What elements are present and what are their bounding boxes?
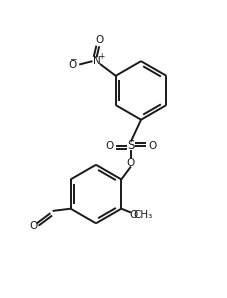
Text: N: N	[92, 56, 100, 66]
Text: O: O	[126, 158, 134, 167]
Text: −: −	[68, 54, 76, 63]
Text: O: O	[30, 221, 38, 231]
Text: O: O	[129, 210, 137, 221]
Text: O: O	[68, 60, 76, 69]
Text: O: O	[95, 35, 103, 45]
Text: +: +	[98, 52, 104, 61]
Text: S: S	[127, 139, 134, 152]
Text: CH₃: CH₃	[133, 210, 152, 221]
Text: O: O	[148, 141, 156, 150]
Text: O: O	[104, 141, 113, 150]
